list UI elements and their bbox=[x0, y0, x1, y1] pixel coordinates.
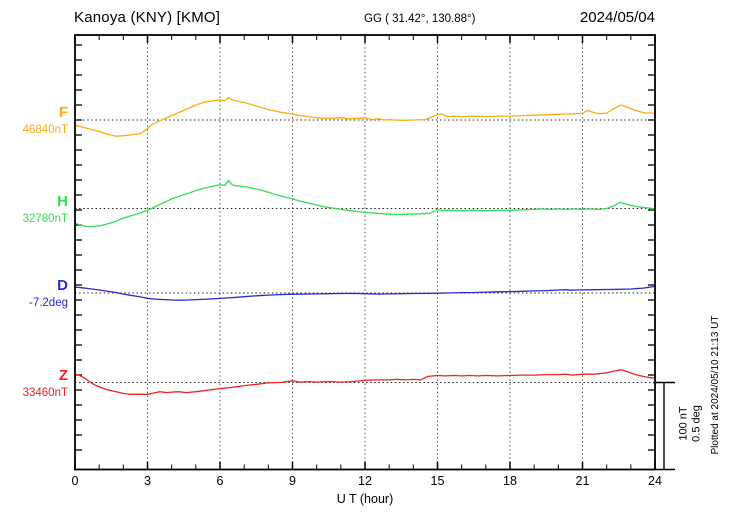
curve-Z bbox=[74, 369, 656, 395]
x-axis-title: U T (hour) bbox=[336, 492, 394, 506]
curve-D bbox=[74, 285, 656, 301]
x-tick-label-6: 6 bbox=[216, 474, 224, 488]
x-tick-label-3: 3 bbox=[144, 474, 151, 488]
x-tick-label-15: 15 bbox=[430, 474, 445, 488]
x-tick-label-0: 0 bbox=[71, 474, 79, 488]
channel-label-H: H bbox=[57, 192, 68, 210]
channel-baseline-value-H: 32780nT bbox=[22, 212, 68, 225]
channel-baseline-value-Z: 33460nT bbox=[22, 386, 68, 399]
plot-date: 2024/05/04 bbox=[579, 9, 655, 26]
geographic-coordinates: GG ( 31.42°, 130.88°) bbox=[364, 13, 476, 25]
amplitude-scale-bar bbox=[653, 381, 675, 471]
x-tick-label-9: 9 bbox=[289, 474, 296, 488]
curve-F bbox=[74, 96, 656, 137]
channel-baseline-value-D: -7.2deg bbox=[28, 297, 68, 309]
x-tick-label-21: 21 bbox=[575, 474, 590, 488]
channel-label-Z: Z bbox=[58, 366, 68, 384]
x-tick-label-12: 12 bbox=[358, 474, 372, 488]
station-title: Kanoya (KNY) [KMO] bbox=[74, 9, 221, 26]
channel-baseline-value-F: 46840nT bbox=[22, 124, 68, 136]
x-tick-label-24: 24 bbox=[648, 474, 662, 488]
scalebar-label-nt: 100 nT bbox=[677, 406, 690, 441]
plotted-at-note: Plotted at 2024/05/10 21:13 UT bbox=[710, 315, 721, 455]
channel-label-F: F bbox=[58, 104, 68, 121]
curve-H bbox=[74, 179, 656, 228]
channel-label-D: D bbox=[57, 277, 68, 294]
x-tick-label-18: 18 bbox=[503, 474, 517, 488]
scalebar-label-deg: 0.5 deg bbox=[690, 405, 703, 442]
